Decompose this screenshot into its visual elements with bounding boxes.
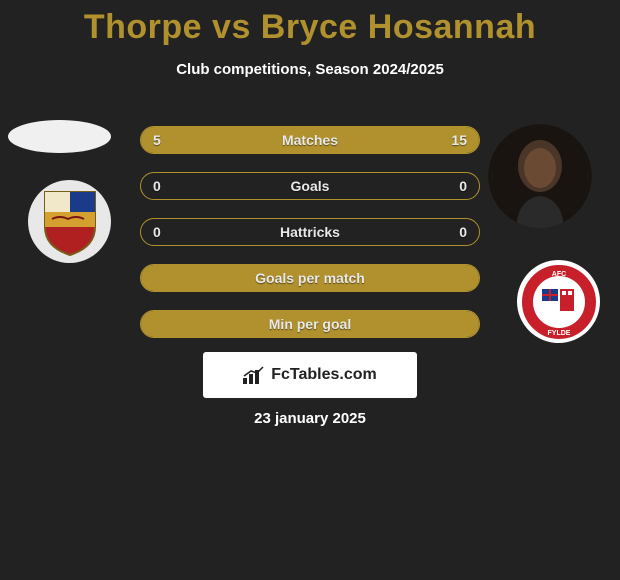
club-crest-right: AFC FYLDE [517, 260, 600, 343]
stat-row: Min per goal [140, 310, 480, 338]
player-left-avatar [8, 120, 111, 153]
stat-label: Goals [291, 178, 330, 194]
stat-left-value: 5 [153, 132, 161, 148]
player-right-avatar [488, 124, 592, 228]
stat-row: Goals per match [140, 264, 480, 292]
page-title: Thorpe vs Bryce Hosannah [0, 0, 620, 47]
stat-row: 5 15 Matches [140, 126, 480, 154]
stat-row: 0 0 Hattricks [140, 218, 480, 246]
svg-text:AFC: AFC [551, 271, 565, 278]
stat-label: Hattricks [280, 224, 340, 240]
stat-label: Matches [282, 132, 338, 148]
stat-fill-right [226, 127, 480, 153]
watermark-text: FcTables.com [271, 366, 377, 384]
stat-right-value: 0 [459, 178, 467, 194]
stat-label: Min per goal [269, 316, 351, 332]
svg-text:FYLDE: FYLDE [547, 330, 570, 337]
date-text: 23 january 2025 [0, 410, 620, 427]
stat-left-value: 0 [153, 178, 161, 194]
round-crest-icon: AFC FYLDE [520, 263, 598, 341]
stat-left-value: 0 [153, 224, 161, 240]
bar-chart-icon [243, 366, 265, 384]
avatar-silhouette-icon [488, 124, 592, 228]
stat-label: Goals per match [255, 270, 365, 286]
stat-right-value: 0 [459, 224, 467, 240]
subtitle: Club competitions, Season 2024/2025 [0, 61, 620, 78]
stat-row: 0 0 Goals [140, 172, 480, 200]
stat-right-value: 15 [451, 132, 467, 148]
shield-icon [40, 187, 100, 257]
club-crest-left [28, 180, 111, 263]
watermark: FcTables.com [203, 352, 417, 398]
stats-container: 5 15 Matches 0 0 Goals 0 0 Hattricks Goals per ma… [140, 126, 480, 356]
